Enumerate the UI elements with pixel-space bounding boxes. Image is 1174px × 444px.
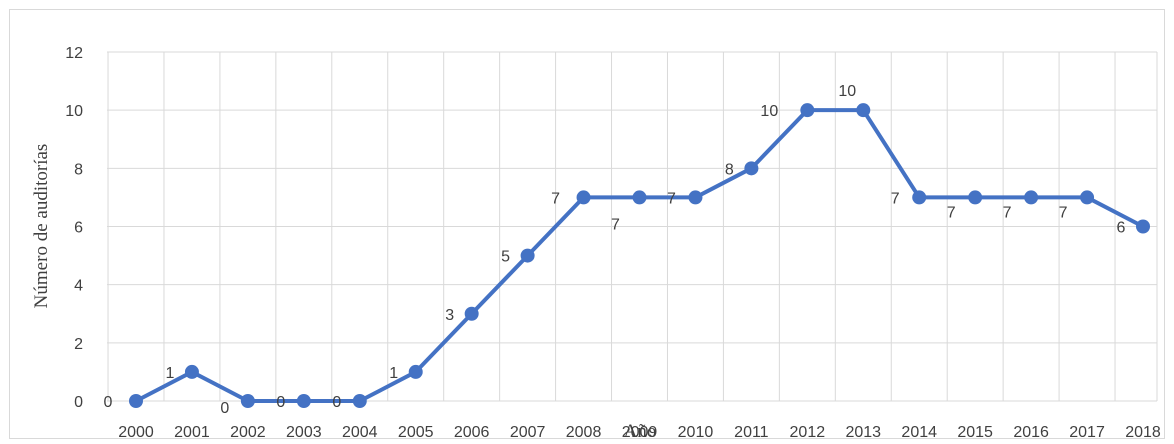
data-label: 0 [220, 400, 229, 417]
chart-area [9, 9, 1165, 439]
data-label: 3 [445, 307, 454, 324]
data-label: 5 [501, 249, 510, 266]
data-point [408, 364, 423, 379]
data-label: 6 [1117, 220, 1126, 237]
data-label: 7 [551, 190, 560, 207]
data-point [184, 364, 199, 379]
y-tick-label: 6 [74, 220, 83, 237]
x-tick-label: 2010 [678, 424, 714, 441]
x-tick-label: 2015 [957, 424, 993, 441]
x-tick-label: 2012 [790, 424, 826, 441]
data-point [912, 190, 927, 205]
y-tick-label: 4 [74, 278, 83, 295]
data-point [240, 394, 255, 408]
data-point [129, 394, 143, 408]
x-tick-label: 2009 [622, 424, 658, 441]
data-point [1136, 219, 1150, 234]
x-tick-label: 2013 [845, 424, 881, 441]
x-tick-label: 2018 [1125, 424, 1161, 441]
x-tick-label: 2004 [342, 424, 378, 441]
data-point [800, 103, 815, 118]
series-line [134, 108, 1145, 403]
x-tick-label: 2017 [1069, 424, 1105, 441]
data-label: 7 [891, 190, 900, 207]
series-group [129, 103, 1150, 408]
data-label: 7 [1003, 204, 1012, 221]
data-point [688, 190, 703, 205]
data-label: 10 [760, 103, 778, 120]
data-label: 8 [725, 161, 734, 178]
x-tick-label: 2007 [510, 424, 546, 441]
y-tick-label: 12 [65, 45, 83, 62]
y-tick-label: 0 [74, 394, 83, 411]
data-label: 0 [104, 394, 113, 411]
y-axis-ticks: 0 2 4 6 8 10 12 [65, 45, 83, 411]
data-point [464, 306, 479, 321]
x-tick-label: 2003 [286, 424, 322, 441]
data-point [352, 394, 367, 408]
data-point [968, 190, 983, 205]
data-label: 1 [165, 365, 174, 382]
data-label: 10 [838, 83, 856, 100]
y-tick-label: 2 [74, 336, 83, 353]
data-point [856, 103, 871, 118]
x-tick-label: 2002 [230, 424, 266, 441]
x-tick-label: 2016 [1013, 424, 1049, 441]
data-label: 0 [276, 394, 285, 411]
data-label: 7 [1059, 204, 1068, 221]
y-tick-label: 8 [74, 161, 83, 178]
gridlines [107, 51, 1158, 402]
x-axis-ticks: 2000 2001 2002 2003 2004 2005 2006 2007 2008 2009… [118, 424, 1161, 441]
x-axis-title: Año [624, 421, 657, 442]
data-label: 7 [667, 190, 676, 207]
data-label: 0 [332, 394, 341, 411]
data-point [520, 248, 535, 263]
x-tick-label: 2006 [454, 424, 490, 441]
data-label: 7 [611, 216, 620, 233]
x-tick-label: 2014 [901, 424, 937, 441]
y-tick-label: 10 [65, 103, 83, 120]
data-point [632, 190, 647, 205]
data-label: 7 [947, 204, 956, 221]
x-tick-label: 2001 [174, 424, 210, 441]
x-tick-label: 2008 [566, 424, 602, 441]
data-point [1080, 190, 1095, 205]
data-point [744, 161, 759, 176]
data-label: 1 [389, 365, 398, 382]
data-point [296, 394, 311, 408]
x-tick-label: 2005 [398, 424, 434, 441]
x-tick-label: 2000 [118, 424, 154, 441]
data-point [576, 190, 591, 205]
data-point [1024, 190, 1039, 205]
x-tick-label: 2011 [734, 424, 769, 441]
y-axis-title: Número de auditorías [31, 144, 52, 309]
